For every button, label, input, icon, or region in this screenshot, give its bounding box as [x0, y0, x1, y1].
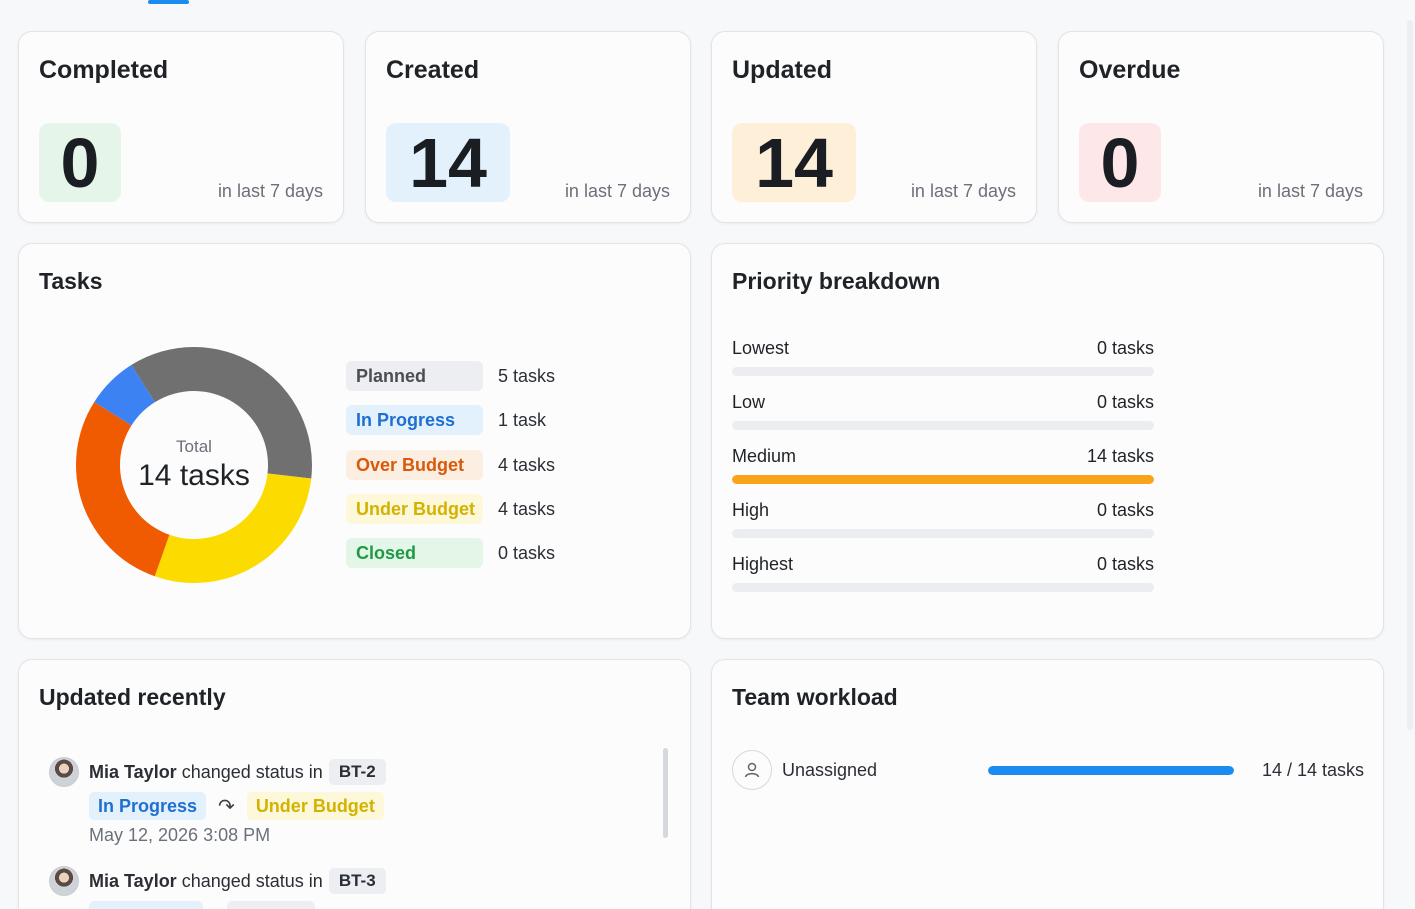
priority-count: 0 tasks [1096, 554, 1154, 574]
donut-total-label: Total [176, 437, 212, 456]
legend-item: In Progress 1 task [346, 405, 546, 435]
activity-action: changed status in [181, 761, 323, 782]
stat-title: Overdue [1079, 56, 1181, 84]
activity-user[interactable]: Mia Taylor [89, 761, 177, 782]
team-workload-card: Team workload Unassigned 14 / 14 tasks [711, 659, 1384, 909]
stat-subtitle: in last 7 days [217, 181, 323, 201]
activity-scrollbar[interactable] [663, 748, 668, 838]
donut-slice-under-budget[interactable] [154, 473, 312, 583]
workload-count: 14 / 14 tasks [1261, 759, 1364, 780]
tasks-title: Tasks [39, 268, 103, 294]
priority-row-high: High 0 tasks [732, 500, 1154, 538]
priority-row-medium: Medium 14 tasks [732, 446, 1154, 484]
priority-row-highest: Highest 0 tasks [732, 554, 1154, 592]
stat-title: Created [386, 56, 480, 84]
tasks-donut-chart: Total 14 tasks [74, 345, 314, 585]
stat-card-created: Created 14 in last 7 days [365, 31, 691, 223]
legend-count: 4 tasks [498, 454, 556, 475]
legend-item: Closed 0 tasks [346, 538, 555, 568]
priority-label: Medium [732, 446, 797, 466]
legend-count: 1 task [498, 409, 547, 430]
donut-center: Total 14 tasks [74, 345, 314, 585]
stat-subtitle: in last 7 days [910, 181, 1016, 201]
priority-count: 14 tasks [1086, 446, 1154, 466]
stat-value: 14 [386, 123, 510, 202]
activity-user[interactable]: Mia Taylor [89, 870, 177, 891]
stat-card-updated: Updated 14 in last 7 days [711, 31, 1037, 223]
donut-total-value: 14 tasks [138, 459, 250, 492]
legend-chip: Closed [346, 538, 483, 568]
updated-recently-card: Updated recently Mia Taylor changed stat… [18, 659, 691, 909]
priority-label: Low [732, 392, 766, 412]
tasks-card: Tasks Total 14 tasks Planned 5 tasks In Pr… [18, 243, 691, 639]
priority-label: Highest [732, 554, 794, 574]
priority-bar [732, 475, 1154, 484]
priority-bar [732, 421, 1154, 430]
stat-card-overdue: Overdue 0 in last 7 days [1058, 31, 1384, 223]
stat-value: 0 [39, 123, 121, 202]
priority-count: 0 tasks [1096, 338, 1154, 358]
priority-count: 0 tasks [1096, 392, 1154, 412]
legend-count: 0 tasks [498, 542, 556, 563]
unassigned-user-icon [732, 750, 772, 790]
legend-count: 4 tasks [498, 498, 556, 519]
legend-chip: Planned [346, 361, 483, 391]
priority-label: High [732, 500, 770, 520]
stat-subtitle: in last 7 days [1257, 181, 1363, 201]
transition-arrow-icon: ↷ [218, 795, 235, 818]
user-avatar [49, 866, 79, 896]
stat-card-completed: Completed 0 in last 7 days [18, 31, 344, 223]
priority-card: Priority breakdown Lowest 0 tasks Low 0 tas… [711, 243, 1384, 639]
activity-date: May 12, 2026 3:08 PM [89, 825, 271, 845]
priority-row-lowest: Lowest 0 tasks [732, 338, 1154, 376]
stat-title: Completed [39, 56, 169, 84]
legend-item: Over Budget 4 tasks [346, 450, 555, 480]
priority-count: 0 tasks [1096, 500, 1154, 520]
updated-recently-title: Updated recently [39, 684, 226, 710]
donut-slice-planned[interactable] [131, 347, 312, 479]
legend-item: Under Budget 4 tasks [346, 494, 555, 524]
legend-count: 5 tasks [498, 365, 556, 386]
legend-item: Planned 5 tasks [346, 361, 555, 391]
stat-subtitle: in last 7 days [564, 181, 670, 201]
workload-name: Unassigned [782, 759, 878, 780]
stat-value: 14 [732, 123, 856, 202]
donut-slice-over-budget[interactable] [75, 401, 170, 577]
activity-item: Mia Taylor changed status in BT-2 In Pro… [49, 757, 386, 846]
status-from-chip: In Progress [89, 792, 207, 820]
activity-item: Mia Taylor changed status in BT-3 [49, 866, 386, 909]
legend-chip: Under Budget [346, 494, 483, 524]
user-avatar [49, 757, 79, 787]
workload-bar [988, 765, 1234, 775]
status-to-chip: Under Budget [246, 792, 384, 820]
legend-chip: Over Budget [346, 450, 483, 480]
priority-bar [732, 583, 1154, 592]
legend-chip: In Progress [346, 405, 483, 435]
issue-key-chip[interactable]: BT-2 [328, 759, 386, 785]
priority-title: Priority breakdown [732, 268, 941, 294]
workload-row: Unassigned 14 / 14 tasks [732, 750, 1364, 790]
priority-bar [732, 529, 1154, 538]
priority-row-low: Low 0 tasks [732, 392, 1154, 430]
donut-svg [75, 347, 312, 583]
priority-label: Lowest [732, 338, 790, 358]
team-workload-title: Team workload [732, 684, 898, 710]
page-scrollbar[interactable] [1407, 20, 1413, 730]
status-to-chip [227, 901, 315, 909]
status-from-chip [89, 901, 203, 909]
issue-key-chip[interactable]: BT-3 [328, 868, 386, 894]
stat-value: 0 [1079, 123, 1161, 202]
donut-slice-in-progress[interactable] [94, 364, 155, 426]
activity-action: changed status in [181, 870, 323, 891]
stat-title: Updated [732, 56, 832, 84]
priority-bar [732, 367, 1154, 376]
active-tab-indicator [148, 0, 189, 4]
